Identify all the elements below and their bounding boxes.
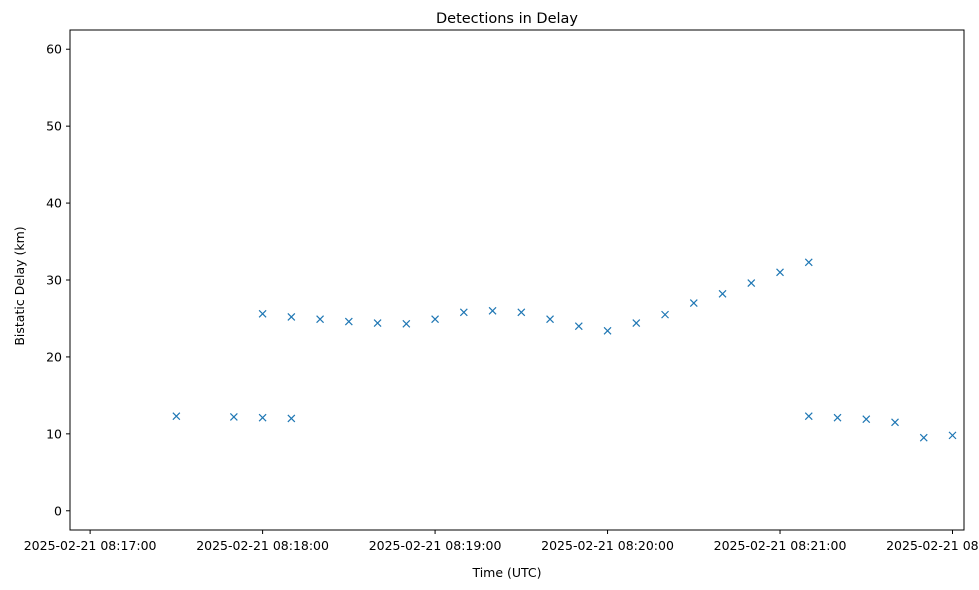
data-point <box>459 308 468 317</box>
data-point <box>632 319 641 328</box>
data-point <box>287 414 296 423</box>
data-point <box>316 315 325 324</box>
x-tick-label: 2025-02-21 08:21:00 <box>714 538 847 553</box>
data-point <box>718 289 727 298</box>
data-point <box>172 412 181 421</box>
y-tick-label: 40 <box>46 196 62 211</box>
data-point <box>431 315 439 324</box>
data-point <box>258 309 267 318</box>
data-point <box>373 319 382 328</box>
data-point <box>891 418 899 427</box>
data-point <box>574 322 583 331</box>
data-point <box>948 431 957 440</box>
x-tick-label: 2025-02-21 08:22:00 <box>886 538 979 553</box>
data-point <box>689 299 698 308</box>
y-tick-label: 20 <box>46 349 62 364</box>
data-point <box>862 415 871 424</box>
data-point <box>919 433 928 442</box>
y-tick-label: 0 <box>54 503 62 518</box>
data-point <box>402 319 411 328</box>
data-point <box>488 306 497 315</box>
data-point <box>603 326 612 335</box>
data-point <box>747 279 756 288</box>
x-axis: 2025-02-21 08:17:00 2025-02-21 08:18:00 20… <box>24 530 979 553</box>
data-point <box>833 413 842 422</box>
x-tick-label: 2025-02-21 08:18:00 <box>196 538 329 553</box>
data-point <box>344 317 353 326</box>
data-point <box>804 258 813 267</box>
x-axis-label: Time (UTC) <box>471 565 541 580</box>
data-point <box>258 413 267 422</box>
chart-title: Detections in Delay <box>436 11 578 27</box>
data-point <box>287 312 296 321</box>
y-tick-label: 30 <box>46 273 62 288</box>
x-tick-label: 2025-02-21 08:19:00 <box>369 538 502 553</box>
y-tick-label: 10 <box>46 426 62 441</box>
data-points <box>172 258 957 442</box>
plot-frame <box>69 29 965 531</box>
data-point <box>776 268 784 277</box>
data-point <box>517 308 526 317</box>
y-axis-label: Bistatic Delay (km) <box>12 226 27 345</box>
data-point <box>229 412 238 421</box>
y-tick-label: 60 <box>46 42 62 57</box>
data-point <box>804 412 813 421</box>
y-tick-label: 50 <box>46 119 62 134</box>
x-tick-label: 2025-02-21 08:20:00 <box>541 538 674 553</box>
data-point <box>546 315 554 324</box>
data-point <box>661 310 669 319</box>
y-axis: 0 10 20 30 40 50 60 <box>46 42 70 518</box>
x-tick-label: 2025-02-21 08:17:00 <box>24 538 157 553</box>
